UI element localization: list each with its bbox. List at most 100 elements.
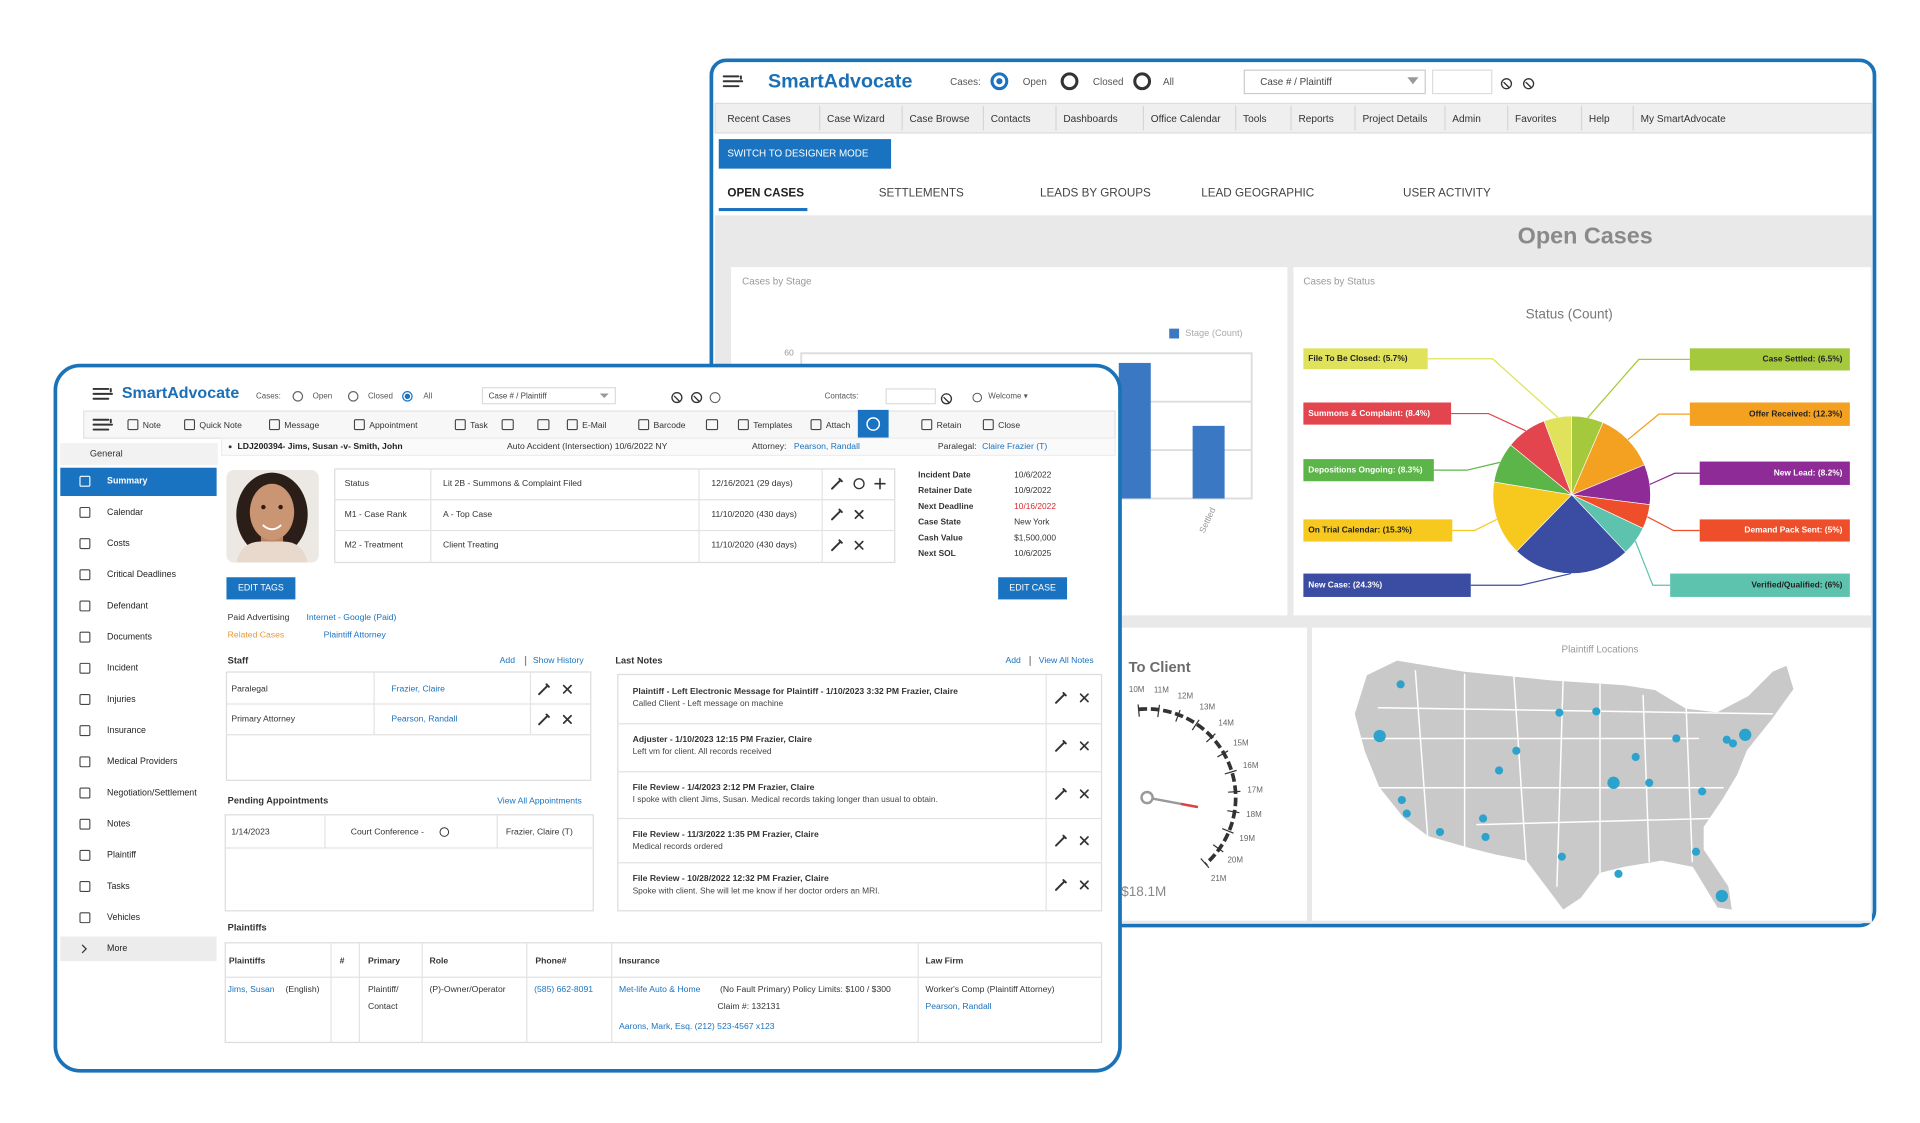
radio[interactable] [347,391,359,402]
menu-item[interactable]: My SmartAdvocate [1641,114,1727,125]
link[interactable]: View All Appointments [497,796,582,806]
toolbar-icon[interactable] [127,419,139,431]
delete-icon[interactable] [1079,693,1089,703]
label[interactable]: Closed [368,391,393,400]
edit-icon[interactable] [831,539,843,552]
label[interactable]: Open [1023,77,1047,88]
toolbar-icon[interactable] [737,419,749,431]
info-icon[interactable] [439,827,450,837]
delete-icon[interactable] [1079,880,1089,890]
delete-icon[interactable] [1079,789,1089,799]
search-icon[interactable] [1523,78,1535,90]
toolbar-icon[interactable] [184,419,196,431]
edit-icon[interactable] [831,477,843,490]
input-box[interactable] [1432,69,1493,95]
delete-icon[interactable] [854,509,864,520]
label[interactable]: Welcome ▾ [988,391,1027,400]
toolbar-item[interactable]: E-Mail [582,420,606,430]
link[interactable]: Claire Frazier (T) [982,441,1047,451]
label[interactable]: All [1163,77,1174,88]
edit-icon[interactable] [831,508,843,521]
toolbar-icon[interactable] [982,419,994,431]
menu-icon[interactable] [92,418,113,431]
link[interactable]: Internet - Google (Paid) [306,612,396,622]
radio[interactable] [1060,72,1079,91]
tab[interactable]: SETTLEMENTS [879,186,964,199]
toolbar-icon[interactable] [638,419,650,431]
label[interactable]: Open [313,391,333,400]
menu-icon[interactable] [722,75,744,88]
sidebar-item[interactable]: More [107,943,127,953]
toolbar-item[interactable]: Templates [753,420,792,430]
link[interactable]: Related Cases [228,629,284,639]
menu-item[interactable]: Tools [1243,114,1267,125]
delete-icon[interactable] [854,540,864,550]
delete-icon[interactable] [562,684,572,694]
sidebar-item[interactable]: Summary [107,476,147,486]
search-box[interactable] [481,387,616,405]
toolbar-item[interactable]: Task [470,420,488,430]
tab[interactable]: OPEN CASES [727,186,804,199]
link[interactable]: View All Notes [1039,655,1094,665]
menu-item[interactable]: Recent Cases [727,114,790,125]
history-icon[interactable] [853,478,865,490]
sidebar-item[interactable]: Calendar [107,507,143,517]
edit-case-button[interactable] [998,577,1068,600]
sidebar-item[interactable]: Negotiation/Settlement [107,787,197,797]
tab[interactable]: LEADS BY GROUPS [1040,186,1151,199]
timer-button[interactable] [857,409,889,439]
link[interactable]: Add [500,655,516,665]
edit-icon[interactable] [1055,787,1067,800]
edit-icon[interactable] [538,713,550,726]
designer-button[interactable] [718,139,892,169]
toolbar-icon[interactable] [705,419,719,431]
toolbar-item[interactable]: Barcode [654,420,686,430]
menu-item[interactable]: Contacts [991,114,1031,125]
radio[interactable] [292,391,304,402]
delete-icon[interactable] [1079,741,1089,751]
search-icon[interactable] [1500,78,1513,90]
link[interactable]: Plaintiff Attorney [324,629,387,639]
label[interactable]: Closed [1093,77,1124,88]
sidebar-item[interactable]: Notes [107,819,131,829]
sidebar-item[interactable]: Documents [107,631,152,641]
link[interactable]: Frazier, Claire [391,684,445,694]
toolbar-icon[interactable] [353,419,365,431]
sidebar-item[interactable]: Plaintiff [107,850,136,860]
sidebar-item[interactable]: Injuries [107,694,136,704]
toolbar-icon[interactable] [501,419,514,431]
add-icon[interactable] [874,477,886,490]
toolbar-item[interactable]: Quick Note [199,420,242,430]
delete-icon[interactable] [1079,836,1089,846]
menu-item[interactable]: Project Details [1362,114,1427,125]
menu-item[interactable]: Admin [1452,114,1481,125]
help-icon[interactable] [709,392,721,403]
edit-icon[interactable] [1055,879,1067,891]
edit-icon[interactable] [1055,739,1067,752]
search-icon[interactable] [691,391,703,404]
toolbar-icon[interactable] [268,419,280,431]
edit-icon[interactable] [538,683,550,696]
toolbar-item[interactable]: Retain [937,420,962,430]
toolbar-icon[interactable] [454,419,466,431]
toolbar-item[interactable]: Note [143,420,161,430]
menu-item[interactable]: Favorites [1515,114,1556,125]
link[interactable]: Jims, Susan [228,984,275,994]
link[interactable]: Add [1006,655,1022,665]
sidebar-item[interactable]: Costs [107,538,130,548]
sidebar-item[interactable]: Defendant [107,600,148,610]
toolbar-icon[interactable] [921,419,933,431]
sidebar-item[interactable]: Medical Providers [107,756,178,766]
toolbar-item[interactable]: Close [998,420,1020,430]
tab[interactable]: USER ACTIVITY [1403,186,1491,199]
menu-icon[interactable] [92,387,113,400]
sidebar-item[interactable]: Insurance [107,725,146,735]
search-box[interactable] [1243,69,1426,95]
toolbar-icon[interactable] [810,419,822,431]
link[interactable]: Pearson, Randall [391,714,457,724]
contacts-box[interactable] [885,388,937,405]
edit-icon[interactable] [1055,834,1067,847]
toolbar-item[interactable]: Message [284,420,319,430]
toolbar-item[interactable]: Appointment [369,420,418,430]
toolbar-icon[interactable] [566,419,578,431]
